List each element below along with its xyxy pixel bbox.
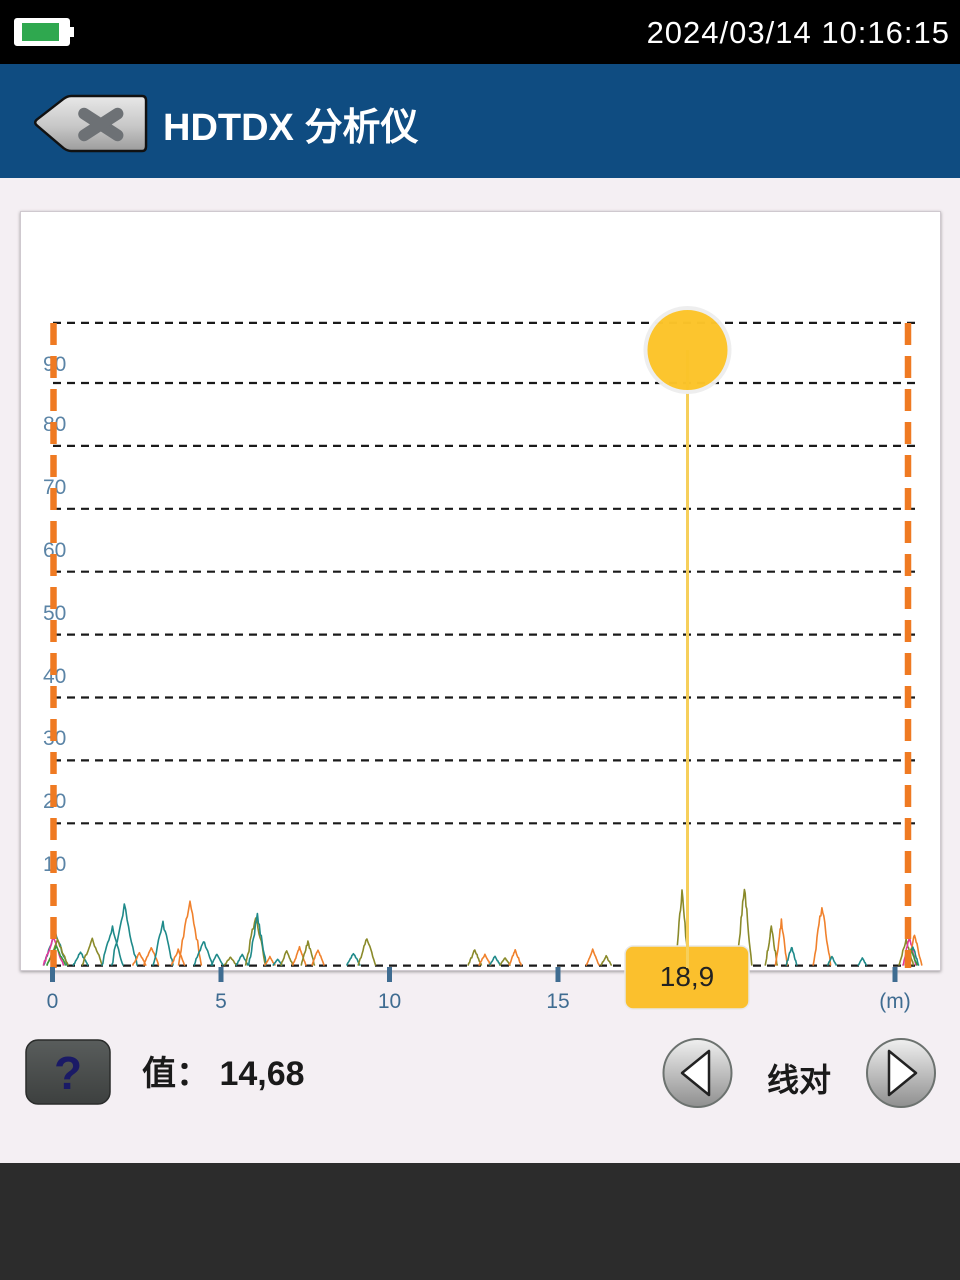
svg-text:10: 10 [378,990,401,1013]
svg-text:0: 0 [47,990,59,1013]
svg-text:(m): (m) [879,990,910,1013]
svg-text:15: 15 [546,990,569,1013]
svg-text:5: 5 [215,990,227,1013]
